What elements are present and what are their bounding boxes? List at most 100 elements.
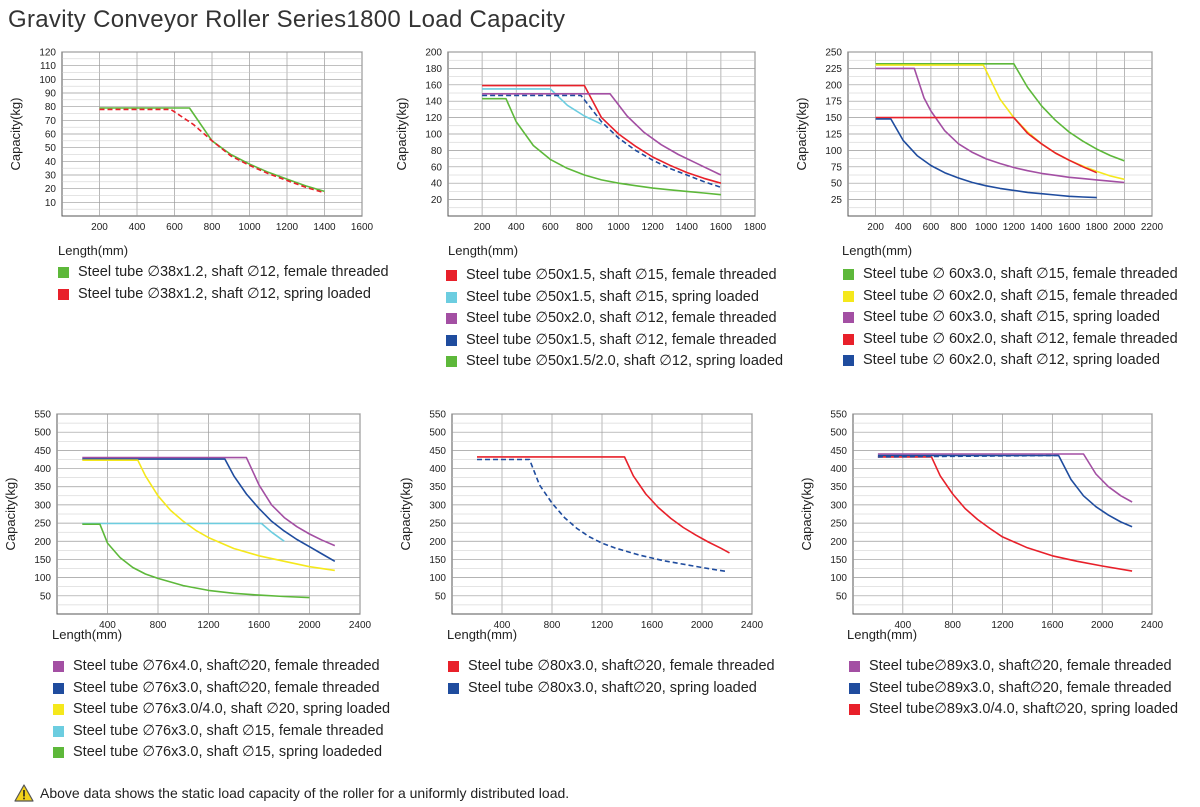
y-tick-label: 250 <box>830 519 847 530</box>
x-tick-label: 2000 <box>298 620 321 631</box>
legend-swatch <box>849 682 860 694</box>
legend-label: Steel tube ∅50x1.5, shaft ∅12, female th… <box>466 331 777 348</box>
x-tick-label: 1200 <box>642 222 665 233</box>
legend-item: Steel tube ∅ 60x2.0, shaft ∅12, spring l… <box>843 350 1178 372</box>
y-tick-label: 175 <box>825 97 842 108</box>
series-line-1 <box>82 456 336 547</box>
legend-item: Steel tube ∅76x3.0, shaft ∅15, female th… <box>53 721 390 743</box>
y-tick-label: 20 <box>45 184 57 195</box>
y-tick-label: 500 <box>830 428 847 439</box>
series-line-5 <box>482 97 721 196</box>
y-tick-label: 70 <box>45 116 57 127</box>
x-tick-label: 1800 <box>1086 222 1109 233</box>
y-tick-label: 200 <box>34 537 51 548</box>
x-axis-label: Length(mm) <box>448 243 518 258</box>
page-title: Gravity Conveyor Roller Series1800 Load … <box>8 6 566 33</box>
x-tick-label: 2400 <box>1141 620 1164 631</box>
series-line-1 <box>875 62 1125 162</box>
legend-swatch <box>446 356 457 367</box>
series-line-2 <box>99 108 325 194</box>
y-tick-label: 350 <box>429 482 446 493</box>
series-line-1 <box>877 453 1133 503</box>
legend-label: Steel tube∅89x3.0, shaft∅20, female thre… <box>869 679 1172 696</box>
x-tick-label: 400 <box>508 222 525 233</box>
y-tick-label: 150 <box>34 555 51 566</box>
legend-swatch <box>843 290 854 302</box>
y-tick-label: 80 <box>45 102 57 113</box>
x-tick-label: 200 <box>474 222 491 233</box>
legend: Steel tube ∅80x3.0, shaft∅20, female thr… <box>448 656 775 699</box>
legend-label: Steel tube ∅80x3.0, shaft∅20, female thr… <box>468 658 775 674</box>
y-tick-label: 200 <box>830 537 847 548</box>
x-axis-label: Length(mm) <box>847 627 917 642</box>
y-tick-label: 300 <box>830 500 847 511</box>
y-tick-label: 550 <box>429 410 446 421</box>
legend-swatch <box>843 355 854 366</box>
x-tick-label: 800 <box>204 222 221 233</box>
y-tick-label: 100 <box>825 146 842 157</box>
y-tick-label: 225 <box>825 64 842 75</box>
legend-swatch <box>843 312 854 323</box>
y-tick-label: 500 <box>429 428 446 439</box>
legend: Steel tube ∅38x1.2, shaft ∅12, female th… <box>58 262 389 305</box>
y-tick-label: 450 <box>429 446 446 457</box>
y-tick-label: 550 <box>34 410 51 421</box>
legend-label: Steel tube ∅76x3.0, shaft ∅15, spring lo… <box>73 744 383 760</box>
legend-label: Steel tube ∅50x1.5, shaft ∅15, spring lo… <box>466 288 759 305</box>
series-line-4 <box>82 522 285 542</box>
legend: Steel tube ∅76x4.0, shaft∅20, female thr… <box>53 656 390 764</box>
x-tick-label: 800 <box>544 620 561 631</box>
legend-item: Steel tube ∅50x1.5/2.0, shaft ∅12, sprin… <box>446 351 783 373</box>
x-tick-label: 800 <box>944 620 961 631</box>
legend-label: Steel tube ∅76x3.0, shaft∅20, female thr… <box>73 679 380 696</box>
legend-item: Steel tube ∅50x1.5, shaft ∅15, female th… <box>446 265 783 287</box>
x-tick-label: 2400 <box>741 620 764 631</box>
y-tick-label: 100 <box>429 573 446 584</box>
x-tick-label: 400 <box>99 620 116 631</box>
series-line-2 <box>82 458 336 562</box>
y-axis-label: Capacity(kg) <box>398 478 413 551</box>
x-tick-label: 1200 <box>276 222 299 233</box>
x-tick-label: 1400 <box>313 222 336 233</box>
series-line-4 <box>877 454 1059 458</box>
x-tick-label: 200 <box>867 222 884 233</box>
y-tick-label: 550 <box>830 410 847 421</box>
legend-label: Steel tube ∅ 60x3.0, shaft ∅15, female t… <box>863 266 1178 282</box>
y-tick-label: 60 <box>45 130 57 141</box>
legend-item: Steel tube∅89x3.0, shaft∅20, female thre… <box>849 656 1178 678</box>
y-tick-label: 30 <box>45 171 57 182</box>
legend-swatch <box>843 269 854 280</box>
y-tick-label: 400 <box>830 464 847 475</box>
series-line-2 <box>877 454 1133 528</box>
x-tick-label: 600 <box>923 222 940 233</box>
legend: Steel tube ∅50x1.5, shaft ∅15, female th… <box>446 265 783 373</box>
legend: Steel tube ∅ 60x3.0, shaft ∅15, female t… <box>843 264 1178 372</box>
legend-label: Steel tube ∅ 60x2.0, shaft ∅15, female t… <box>863 287 1178 304</box>
legend-label: Steel tube ∅38x1.2, shaft ∅12, spring lo… <box>78 285 371 302</box>
x-tick-label: 800 <box>950 222 967 233</box>
y-tick-label: 100 <box>39 75 56 86</box>
x-tick-label: 1600 <box>351 222 374 233</box>
legend: Steel tube∅89x3.0, shaft∅20, female thre… <box>849 656 1178 721</box>
legend-swatch <box>446 291 457 303</box>
series-line-3 <box>875 67 1125 184</box>
y-tick-label: 450 <box>830 446 847 457</box>
y-tick-label: 100 <box>425 130 442 141</box>
legend-swatch <box>446 334 457 346</box>
legend-swatch <box>843 333 854 345</box>
y-tick-label: 200 <box>429 537 446 548</box>
series-line-4 <box>482 94 722 189</box>
x-tick-label: 2400 <box>349 620 372 631</box>
legend-swatch <box>448 682 459 694</box>
series-line-3 <box>82 459 335 572</box>
series-line-5 <box>82 523 310 599</box>
legend-label: Steel tube ∅76x4.0, shaft∅20, female thr… <box>73 658 380 674</box>
legend-label: Steel tube ∅38x1.2, shaft ∅12, female th… <box>78 264 389 280</box>
x-tick-label: 1200 <box>1003 222 1026 233</box>
y-axis-label: Capacity(kg) <box>8 98 23 171</box>
legend-swatch <box>448 661 459 672</box>
legend-item: Steel tube∅89x3.0/4.0, shaft∅20, spring … <box>849 699 1178 721</box>
y-tick-label: 50 <box>45 143 57 154</box>
